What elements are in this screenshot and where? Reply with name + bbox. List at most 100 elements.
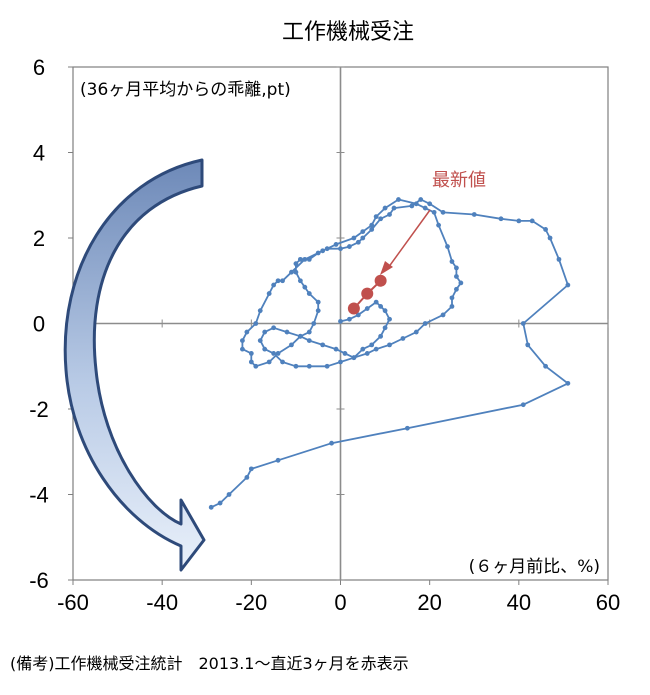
data-point [342,351,348,356]
data-point [440,209,446,215]
data-point [297,333,303,339]
data-point [409,203,415,209]
data-point [454,274,459,279]
data-point [413,201,419,207]
data-point [284,329,290,335]
x-tick-label: 0 [334,590,346,615]
data-point [338,246,343,252]
data-point [240,338,245,343]
data-point [498,216,504,222]
data-point [382,308,388,314]
data-point [520,321,526,326]
data-point [253,321,259,326]
data-point [248,466,254,472]
data-point [422,205,428,211]
x-tick-label: -40 [146,590,178,615]
data-point [351,235,357,241]
trend-arrow-icon [63,158,206,572]
data-point [271,282,277,288]
data-point [262,329,268,335]
data-point [293,363,299,369]
data-point [351,355,357,361]
data-point [253,363,259,369]
data-point [244,475,250,480]
data-point [360,235,366,241]
data-point [422,321,428,326]
data-point [369,342,375,348]
data-point [320,248,326,254]
data-point [378,333,384,339]
data-point [347,316,352,322]
data-point [391,205,397,211]
data-point [320,342,326,348]
data-point [248,359,254,365]
data-point [217,500,223,506]
data-point [565,282,571,288]
data-point [431,209,437,215]
data-point [315,308,321,314]
data-point [338,359,343,365]
data-point [471,212,477,217]
data-point [454,265,459,271]
data-point [302,256,308,262]
data-point [396,197,401,202]
data-point [369,222,375,228]
data-point [529,218,535,224]
data-point [244,329,250,335]
data-point [338,318,343,324]
data-point [378,304,384,309]
data-point [333,346,339,352]
data-point [280,359,285,365]
data-point [226,492,232,497]
data-point [324,363,330,369]
data-point [240,346,245,352]
data-point [329,440,334,446]
y-tick-label: 2 [33,226,45,251]
data-point [289,342,294,348]
data-point [257,308,263,314]
x-unit-note: (６ヶ月前比、%) [469,557,600,577]
data-point [364,306,370,311]
data-point [543,227,548,232]
data-point [297,256,303,262]
data-point [297,278,303,284]
data-point [440,312,446,318]
data-point [360,229,366,234]
x-tick-label: -60 [57,590,89,615]
y-tick-label: -6 [29,568,49,593]
latest-point [347,302,360,315]
data-point [364,351,370,356]
data-point [355,239,361,245]
annotation-arrow-head [380,261,393,275]
y-tick-label: -4 [29,483,49,508]
data-point [449,304,455,309]
latest-value-label: 最新値 [432,170,486,191]
data-point [413,329,419,335]
data-point [208,504,214,510]
data-point [257,338,263,343]
x-tick-label: 60 [596,590,620,615]
data-point [324,246,330,252]
data-point [248,351,254,356]
data-point [387,316,392,322]
data-point [378,216,384,222]
latest-point [374,274,387,287]
data-point [306,329,312,335]
data-point [293,269,299,275]
y-tick-label: 6 [33,55,45,80]
data-point [373,214,379,220]
data-point [302,284,308,290]
y-tick-label: 0 [33,312,45,337]
data-point [449,259,455,264]
data-point [387,342,392,348]
data-point [373,346,379,352]
data-point [275,351,281,356]
footer-note: (備考)工作機械受注統計 2013.1～直近3ヶ月を赤表示 [10,654,409,673]
data-point [266,359,272,365]
data-point [543,363,548,369]
data-point [382,205,388,211]
data-point [520,402,526,408]
data-point [458,280,464,286]
data-point [306,363,312,369]
